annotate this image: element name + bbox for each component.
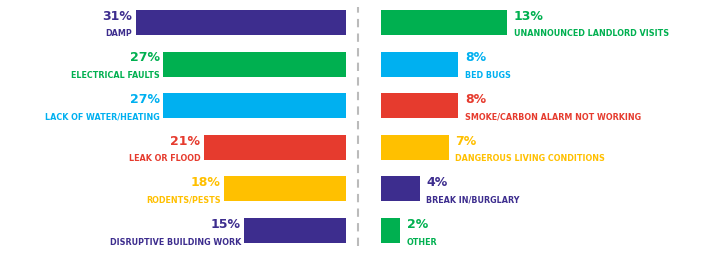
Text: 2%: 2% [407,217,429,230]
Text: UNANNOUNCED LANDLORD VISITS: UNANNOUNCED LANDLORD VISITS [513,29,669,38]
Text: 13%: 13% [513,10,543,23]
Text: DAMP: DAMP [106,29,133,38]
Text: 27%: 27% [130,51,160,64]
Bar [244,218,346,243]
Text: BREAK IN/BURGLARY: BREAK IN/BURGLARY [426,195,520,204]
Bar [224,177,346,202]
Text: LEAK OR FLOOD: LEAK OR FLOOD [128,154,200,163]
Text: 31%: 31% [103,10,133,23]
Text: DISRUPTIVE BUILDING WORK: DISRUPTIVE BUILDING WORK [110,237,241,246]
Bar [381,11,507,36]
Text: 8%: 8% [465,51,486,64]
Text: 15%: 15% [211,217,241,230]
Bar [381,52,458,77]
Text: 18%: 18% [190,176,220,189]
Text: 27%: 27% [130,93,160,106]
Bar [381,135,448,160]
Text: SMOKE/CARBON ALARM NOT WORKING: SMOKE/CARBON ALARM NOT WORKING [465,112,641,121]
Bar [135,11,346,36]
Text: 21%: 21% [170,134,200,147]
Bar [381,218,400,243]
Text: BED BUGS: BED BUGS [465,71,511,80]
Text: LACK OF WATER/HEATING: LACK OF WATER/HEATING [45,112,160,121]
Text: 7%: 7% [456,134,477,147]
Bar [381,177,420,202]
Bar [163,52,346,77]
Text: OTHER: OTHER [407,237,438,246]
Text: DANGEROUS LIVING CONDITIONS: DANGEROUS LIVING CONDITIONS [456,154,605,163]
Bar [163,94,346,119]
Bar [204,135,346,160]
Text: RODENTS/PESTS: RODENTS/PESTS [146,195,220,204]
Text: ELECTRICAL FAULTS: ELECTRICAL FAULTS [71,71,160,80]
Bar [381,94,458,119]
Text: 4%: 4% [426,176,448,189]
Text: 8%: 8% [465,93,486,106]
